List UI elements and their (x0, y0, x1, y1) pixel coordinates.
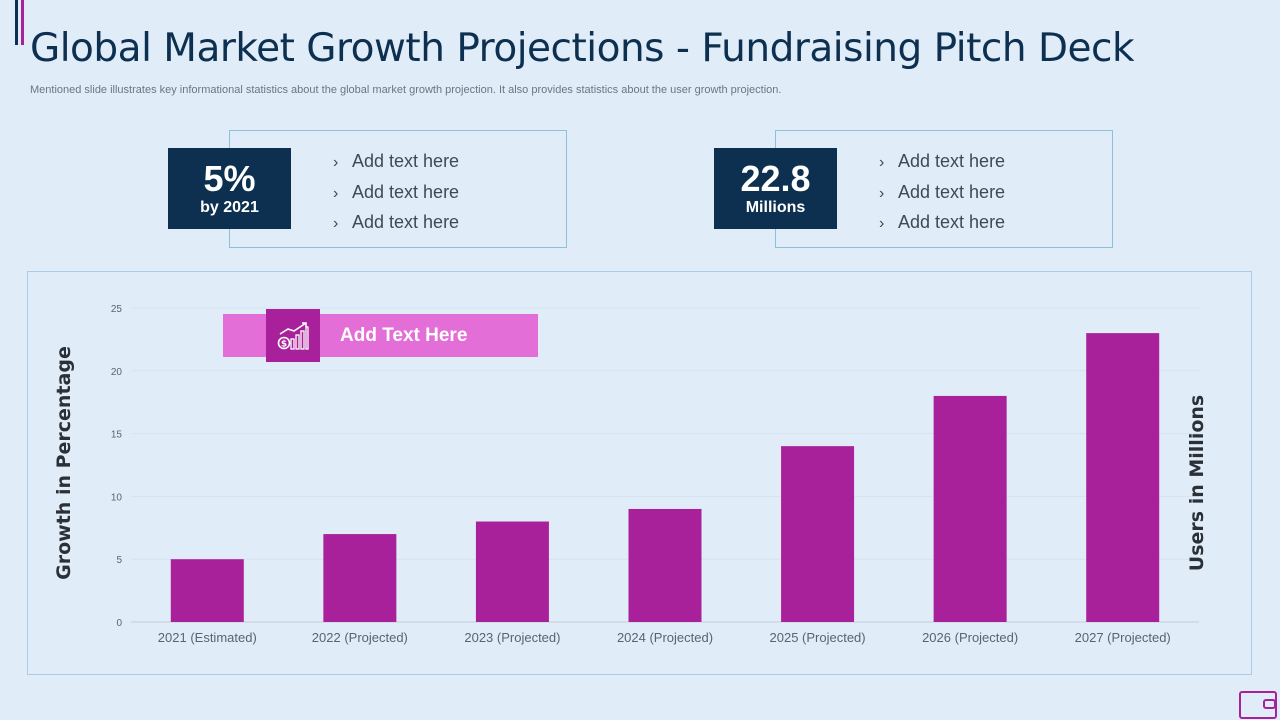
chevron-right-icon: › (879, 184, 885, 202)
stat-bullet-list: › Add text here › Add text here › Add text … (879, 146, 1005, 238)
stat-caption: Millions (745, 198, 806, 216)
y-tick-label: 0 (116, 618, 122, 629)
x-tick-label: 2027 (Projected) (1075, 630, 1171, 645)
callout-icon-box: $ (266, 309, 320, 362)
y-tick-label: 10 (111, 492, 123, 503)
bar (475, 521, 549, 622)
chart-panel (27, 271, 1252, 675)
y-tick-label: 5 (116, 555, 122, 566)
stat-bullet-text: Add text here (352, 151, 460, 171)
stat-bullet-text: Add text here (898, 212, 1006, 232)
bar (628, 508, 702, 622)
stat-bullet-list: › Add text here › Add text here › Add text … (333, 146, 459, 238)
stat-bullet-text: Add text here (898, 151, 1006, 171)
x-tick-label: 2021 (Estimated) (158, 630, 257, 645)
page-title: Global Market Growth Projections - Fundr… (30, 26, 1135, 71)
x-tick-label: 2023 (Projected) (464, 630, 560, 645)
stat-bullet-text: Add text here (352, 212, 460, 232)
stat-bullet: › Add text here (879, 146, 1005, 177)
stat-bullet-text: Add text here (352, 181, 460, 202)
bar (170, 559, 244, 622)
stat-card-users: 22.8 Millions › Add text here › Add text h… (714, 130, 1113, 248)
chevron-right-icon: › (879, 215, 885, 232)
svg-text:$: $ (281, 339, 287, 349)
chevron-right-icon: › (333, 215, 339, 232)
bar (781, 446, 855, 622)
stat-card-growth: 5% by 2021 › Add text here › Add text here… (168, 130, 567, 248)
stat-value: 5% (203, 157, 256, 199)
stat-bullet: › Add text here (333, 177, 459, 208)
growth-chart-dollar-icon: $ (277, 321, 309, 350)
bar (323, 534, 397, 622)
y-axis-label: Growth in Percentage (53, 346, 75, 580)
page-subtitle: Mentioned slide illustrates key informat… (30, 84, 782, 96)
stat-badge: 22.8 Millions (714, 148, 837, 229)
bar (1086, 333, 1160, 622)
chevron-right-icon: › (879, 154, 885, 171)
wallet-icon (1239, 691, 1277, 719)
stat-value: 22.8 (740, 157, 811, 199)
chevron-right-icon: › (333, 154, 339, 171)
x-tick-label: 2026 (Projected) (922, 630, 1018, 645)
y-tick-label: 25 (111, 304, 123, 315)
chevron-right-icon: › (333, 184, 339, 202)
callout-label: Add Text Here (340, 325, 468, 346)
x-tick-label: 2022 (Projected) (312, 630, 408, 645)
stat-bullet: › Add text here (879, 177, 1005, 208)
x-tick-label: 2024 (Projected) (617, 630, 713, 645)
stat-bullet: › Add text here (879, 207, 1005, 238)
accent-bar-navy (15, 0, 18, 45)
bar (933, 395, 1007, 622)
y-tick-label: 20 (111, 367, 123, 378)
stat-bullet: › Add text here (333, 146, 459, 177)
stat-bullet-text: Add text here (898, 181, 1006, 202)
secondary-axis-label: Users in Millions (1186, 395, 1208, 571)
x-tick-label: 2025 (Projected) (770, 630, 866, 645)
stat-bullet: › Add text here (333, 207, 459, 238)
stat-badge: 5% by 2021 (168, 148, 291, 229)
accent-bar-magenta (21, 0, 24, 45)
stat-caption: by 2021 (200, 198, 259, 216)
y-tick-label: 15 (111, 430, 123, 441)
